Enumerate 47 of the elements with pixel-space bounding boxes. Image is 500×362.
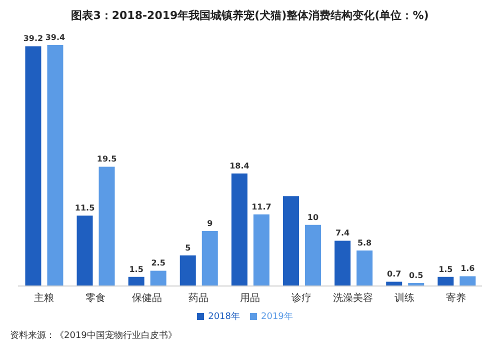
data-label: 0.5: [409, 270, 424, 280]
data-label: 9: [207, 218, 214, 228]
bar: [25, 46, 42, 286]
data-label: 5.8: [357, 238, 372, 248]
text: 资料来源：《2019中国宠物行业白皮书》: [10, 330, 178, 342]
bar: [231, 173, 248, 286]
data-label: 2.5: [151, 258, 166, 268]
x-tick-label: 诊疗: [292, 292, 312, 304]
data-label: 1.5: [129, 264, 144, 274]
bar: [253, 214, 270, 286]
x-tick-label: 主粮: [34, 292, 54, 304]
data-label: 0.7: [387, 270, 402, 279]
data-label: 19.5: [96, 154, 118, 164]
data-label: 5: [185, 243, 192, 252]
bar: [98, 166, 115, 286]
x-tick-label: 训练: [394, 292, 415, 304]
bar: [386, 282, 402, 286]
bar: [47, 45, 64, 286]
bar: [282, 196, 299, 286]
bar: [460, 276, 476, 286]
legend-label: 2018年: [208, 312, 240, 322]
x-tick-label: 洗澡美容: [333, 292, 374, 304]
data-label: 11.5: [74, 204, 96, 213]
bar: [438, 276, 454, 286]
data-label: 10: [307, 212, 319, 222]
data-label: 1.5: [438, 264, 454, 274]
bar: [150, 270, 166, 286]
bar: [76, 216, 93, 286]
x-tick-label: 寄养: [446, 292, 466, 304]
chart-title: 图表3：2018-2019年我国城镇养宠(犬猫)整体消费结构变化(单位：%): [70, 8, 430, 23]
data-label: 1.6: [460, 264, 476, 274]
legend-label: 2019年: [261, 312, 293, 322]
x-tick-label: 药品: [188, 292, 208, 304]
data-label: 18.4: [230, 161, 250, 170]
bar: [202, 230, 218, 286]
x-tick-label: 用品: [240, 293, 260, 304]
x-tick-label: 零食: [85, 292, 106, 304]
bar: [180, 255, 196, 286]
data-label: 11.7: [252, 202, 272, 212]
data-label: 39.4: [45, 33, 66, 42]
bar: [128, 276, 144, 286]
data-label: 7.4: [335, 228, 350, 238]
x-tick-label: 保健品: [132, 293, 162, 304]
bar: [356, 250, 373, 286]
bar: [334, 240, 351, 286]
bar: [304, 224, 321, 286]
data-label: 39.2: [23, 34, 44, 44]
